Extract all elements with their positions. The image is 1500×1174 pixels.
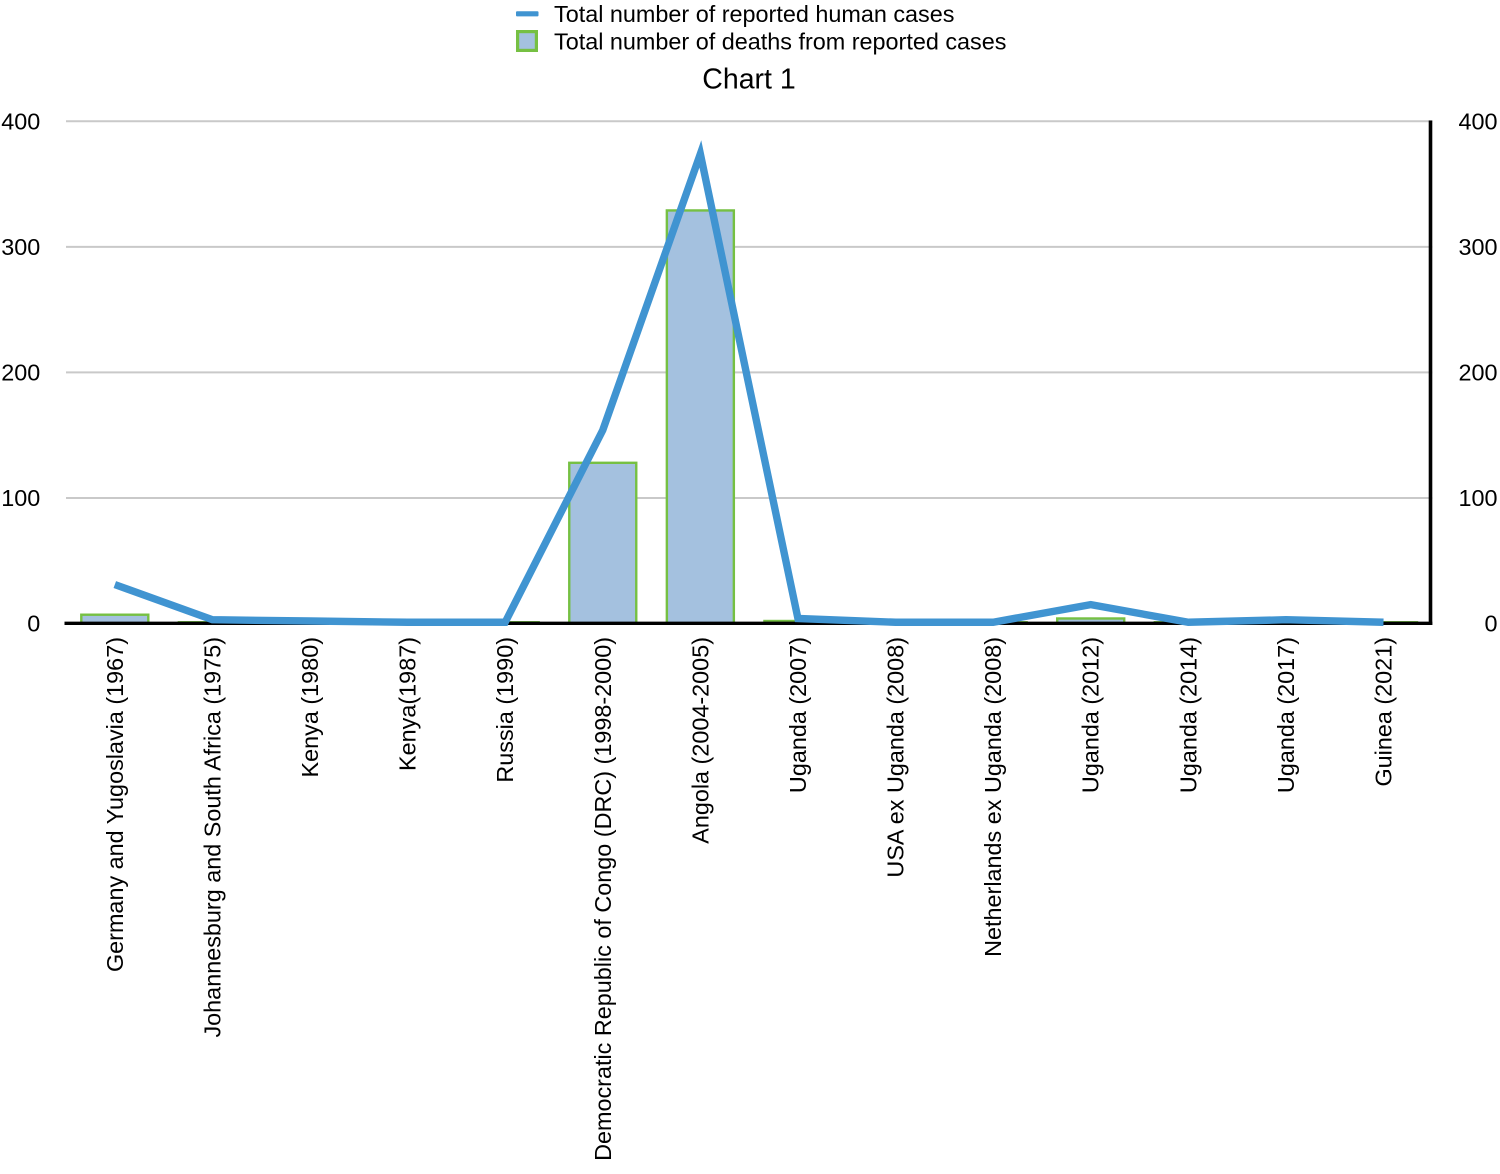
- svg-text:Democratic Republic of Congo (: Democratic Republic of Congo (DRC) (1998…: [590, 637, 616, 1161]
- svg-text:0: 0: [27, 611, 40, 637]
- svg-text:400: 400: [1458, 108, 1497, 134]
- svg-text:Uganda (2017): Uganda (2017): [1273, 637, 1299, 793]
- svg-text:Uganda (2007): Uganda (2007): [785, 637, 811, 793]
- svg-text:200: 200: [1, 359, 40, 385]
- svg-text:USA ex Uganda (2008): USA ex Uganda (2008): [883, 637, 909, 878]
- svg-text:100: 100: [1458, 485, 1497, 511]
- svg-text:Total number of reported human: Total number of reported human cases: [554, 1, 954, 27]
- svg-text:Kenya(1987): Kenya(1987): [395, 637, 421, 771]
- svg-text:100: 100: [1, 485, 40, 511]
- svg-text:300: 300: [1458, 234, 1497, 260]
- svg-text:400: 400: [1, 108, 40, 134]
- svg-text:Uganda (2014): Uganda (2014): [1175, 637, 1201, 793]
- svg-text:Total number of deaths from re: Total number of deaths from reported cas…: [554, 29, 1006, 55]
- svg-text:Chart 1: Chart 1: [702, 64, 795, 96]
- svg-text:Germany and Yugoslavia (1967): Germany and Yugoslavia (1967): [102, 637, 128, 972]
- svg-text:Netherlands ex Uganda (2008): Netherlands ex Uganda (2008): [980, 637, 1006, 957]
- svg-text:Russia (1990): Russia (1990): [492, 637, 518, 783]
- svg-text:300: 300: [1, 234, 40, 260]
- svg-text:0: 0: [1484, 611, 1497, 637]
- svg-text:Guinea (2021): Guinea (2021): [1371, 637, 1397, 787]
- svg-text:Angola (2004-2005): Angola (2004-2005): [687, 637, 713, 844]
- svg-text:Johannesburg and South Africa: Johannesburg and South Africa (1975): [199, 637, 225, 1038]
- svg-text:Kenya (1980): Kenya (1980): [297, 637, 323, 777]
- svg-text:Uganda (2012): Uganda (2012): [1078, 637, 1104, 793]
- svg-text:200: 200: [1458, 359, 1497, 385]
